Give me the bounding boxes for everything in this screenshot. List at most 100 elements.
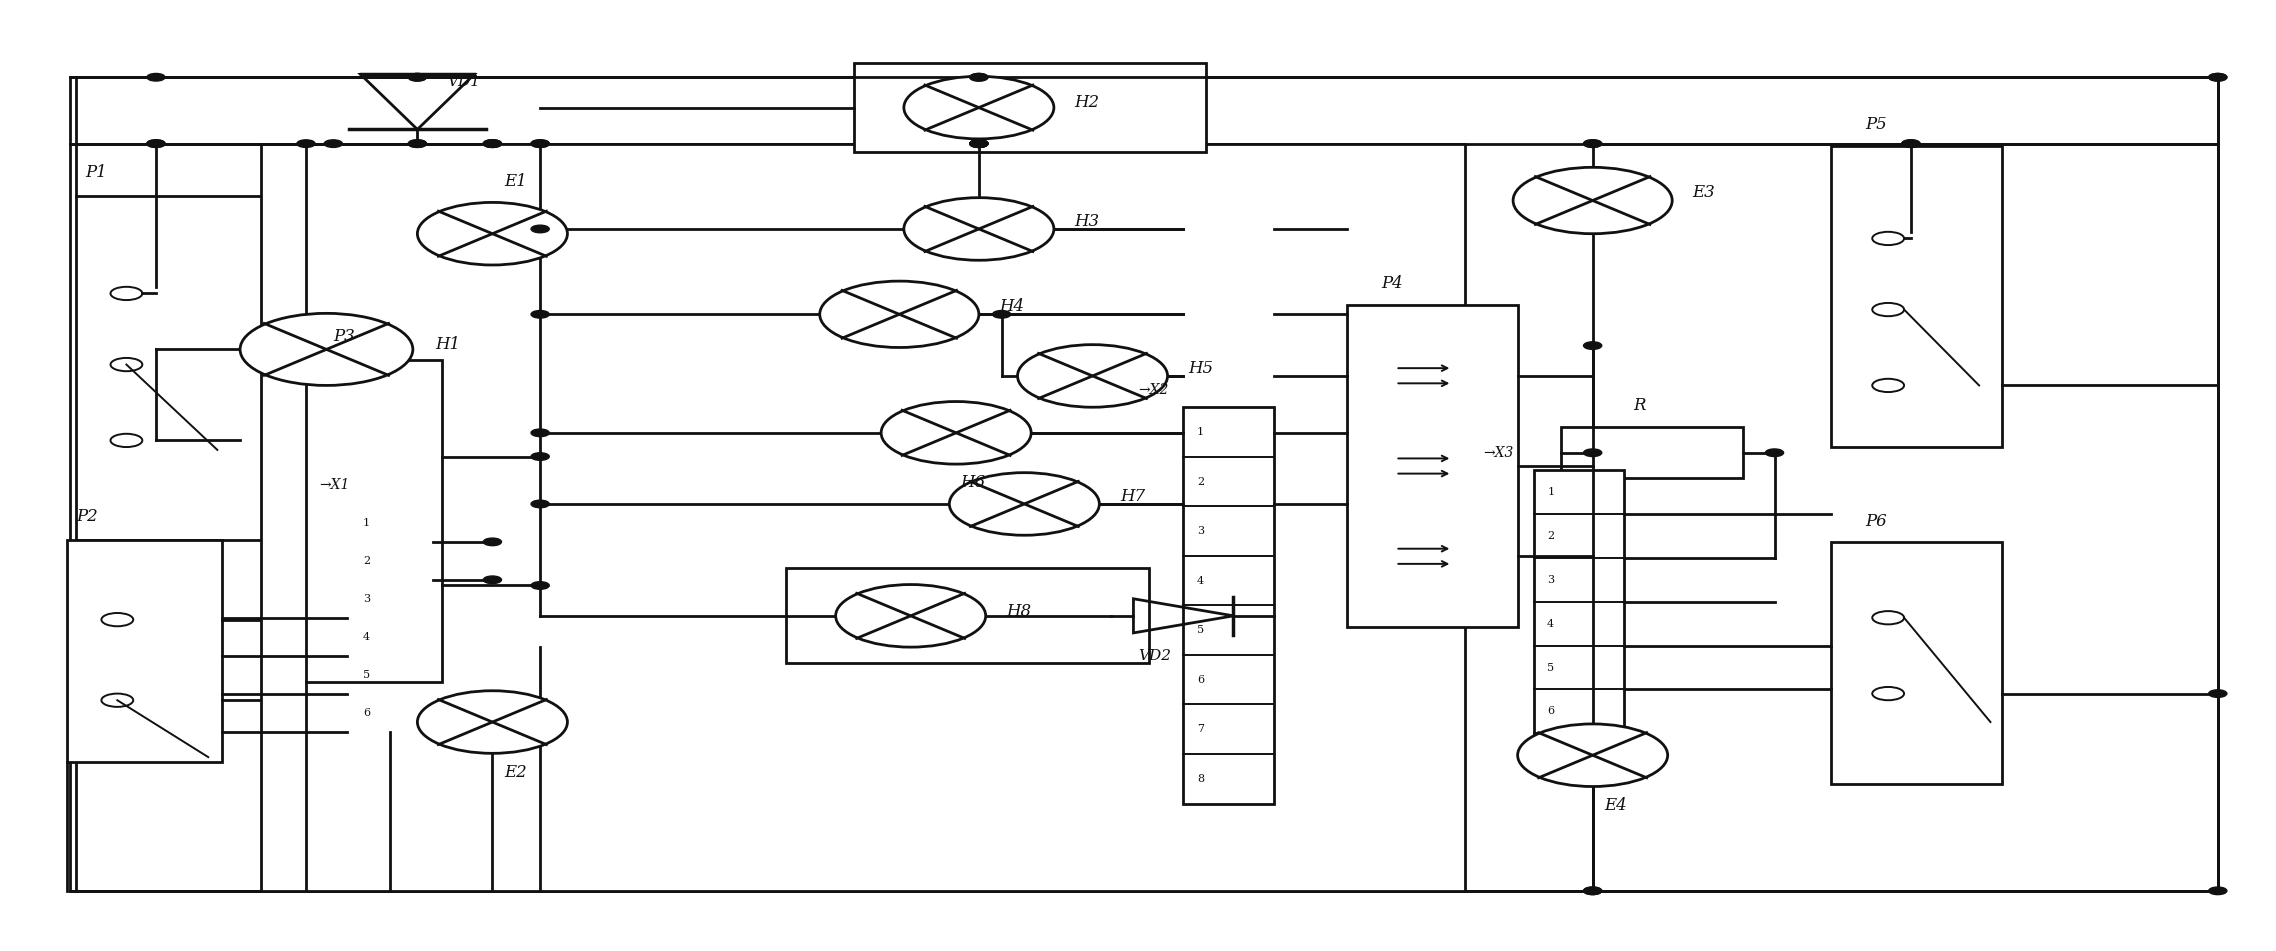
Text: →X2: →X2 (1138, 383, 1168, 398)
Text: P4: P4 (1382, 276, 1402, 293)
Text: 6: 6 (1548, 707, 1555, 716)
Text: 6: 6 (362, 708, 371, 718)
Circle shape (407, 140, 426, 147)
Circle shape (483, 538, 501, 546)
Circle shape (148, 140, 166, 147)
Text: 1: 1 (1197, 427, 1204, 437)
Circle shape (407, 73, 426, 81)
Circle shape (2208, 689, 2226, 697)
Text: 2: 2 (1197, 476, 1204, 487)
Circle shape (1766, 449, 1784, 456)
Text: E2: E2 (503, 764, 526, 781)
Bar (305, 359, 442, 682)
Text: 5: 5 (1197, 625, 1204, 635)
Circle shape (530, 140, 549, 147)
Circle shape (417, 203, 567, 265)
Circle shape (1903, 140, 1921, 147)
Bar (346, 504, 432, 731)
Text: 2: 2 (1548, 531, 1555, 541)
Circle shape (148, 140, 166, 147)
Circle shape (835, 585, 986, 647)
Circle shape (904, 76, 1054, 139)
Text: P3: P3 (332, 327, 355, 344)
Circle shape (970, 73, 988, 81)
Circle shape (1903, 140, 1921, 147)
Circle shape (1017, 344, 1168, 407)
Circle shape (530, 582, 549, 590)
Bar (68, 540, 221, 762)
Text: P5: P5 (1866, 116, 1887, 133)
Bar (1561, 427, 1743, 478)
Circle shape (1584, 140, 1602, 147)
Text: P6: P6 (1866, 513, 1887, 530)
Circle shape (1584, 887, 1602, 895)
Circle shape (530, 311, 549, 318)
Text: VD2: VD2 (1138, 649, 1170, 663)
Circle shape (530, 429, 549, 437)
Bar (854, 63, 1206, 152)
Circle shape (1584, 341, 1602, 349)
Bar (785, 569, 1149, 663)
Circle shape (296, 140, 314, 147)
Circle shape (483, 140, 501, 147)
Circle shape (970, 140, 988, 147)
Text: 1: 1 (1548, 487, 1555, 496)
Text: E1: E1 (503, 173, 526, 190)
Circle shape (407, 73, 426, 81)
Text: 2: 2 (362, 555, 371, 566)
Text: 7: 7 (1197, 725, 1204, 734)
Text: 8: 8 (1197, 774, 1204, 784)
Circle shape (1518, 724, 1668, 786)
Circle shape (483, 140, 501, 147)
Text: 5: 5 (362, 670, 371, 680)
Bar (1832, 146, 2003, 447)
Bar (1534, 470, 1625, 733)
Circle shape (2208, 73, 2226, 81)
Text: 3: 3 (1548, 574, 1555, 585)
Circle shape (483, 140, 501, 147)
Bar (1184, 407, 1275, 804)
Circle shape (530, 225, 549, 233)
Circle shape (1514, 167, 1673, 234)
Circle shape (2208, 73, 2226, 81)
Text: 5: 5 (1548, 663, 1555, 672)
Text: H2: H2 (1074, 94, 1099, 111)
Circle shape (970, 140, 988, 147)
Text: VD1: VD1 (446, 75, 480, 89)
Text: H3: H3 (1074, 213, 1099, 230)
Circle shape (904, 198, 1054, 261)
Text: H4: H4 (999, 299, 1024, 315)
Circle shape (148, 73, 166, 81)
Circle shape (992, 311, 1011, 318)
Text: H1: H1 (435, 336, 460, 353)
Text: P1: P1 (86, 164, 107, 181)
Circle shape (819, 281, 979, 347)
Text: 4: 4 (362, 631, 371, 642)
Text: H5: H5 (1188, 359, 1213, 377)
Text: →X1: →X1 (319, 478, 351, 492)
Circle shape (483, 576, 501, 584)
Text: H8: H8 (1006, 603, 1031, 620)
Text: 3: 3 (1197, 526, 1204, 536)
Circle shape (323, 140, 341, 147)
Text: E4: E4 (1605, 797, 1627, 814)
Circle shape (2208, 887, 2226, 895)
Circle shape (881, 401, 1031, 464)
Bar (1347, 305, 1518, 628)
Circle shape (970, 140, 988, 147)
Circle shape (407, 140, 426, 147)
Circle shape (1584, 449, 1602, 456)
Text: R: R (1634, 397, 1646, 414)
Text: 6: 6 (1197, 674, 1204, 685)
Circle shape (530, 453, 549, 460)
Text: E3: E3 (1693, 184, 1716, 202)
Text: P2: P2 (77, 508, 98, 525)
Text: H6: H6 (960, 474, 986, 491)
Circle shape (1584, 887, 1602, 895)
Circle shape (970, 140, 988, 147)
Bar (1832, 542, 2003, 784)
Circle shape (970, 73, 988, 81)
Circle shape (417, 690, 567, 753)
Circle shape (239, 313, 412, 385)
Text: 3: 3 (362, 593, 371, 604)
